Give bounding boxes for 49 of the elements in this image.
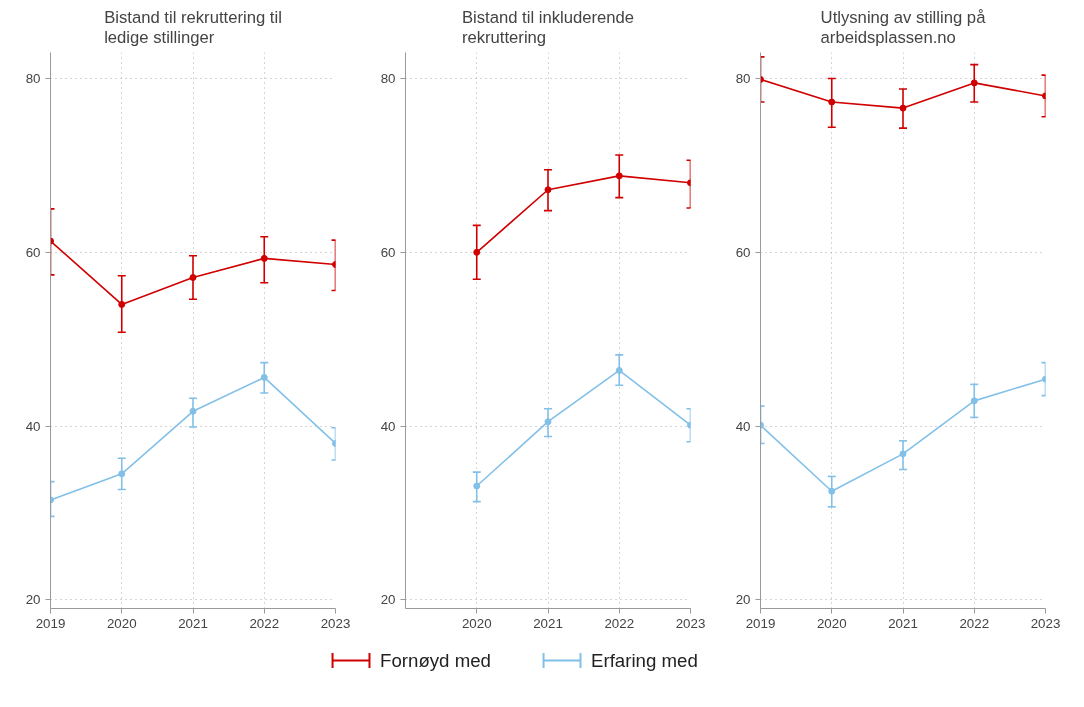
x-tick-label: 2020 bbox=[106, 615, 137, 631]
x-tick-label: 2019 bbox=[745, 615, 776, 631]
point bbox=[544, 186, 552, 194]
y-tick-label: 20 bbox=[380, 592, 396, 608]
point bbox=[189, 407, 197, 415]
point bbox=[828, 487, 836, 495]
y-tick-label: 40 bbox=[25, 418, 41, 434]
x-tick-label: 2023 bbox=[320, 615, 351, 631]
point bbox=[970, 79, 978, 87]
point bbox=[970, 397, 978, 405]
x-tick-label: 2021 bbox=[533, 615, 563, 631]
point bbox=[899, 104, 907, 112]
point bbox=[473, 248, 481, 256]
y-tick-label: 60 bbox=[25, 244, 41, 260]
x-tick-label: 2022 bbox=[249, 615, 280, 631]
x-tick-label: 2019 bbox=[35, 615, 66, 631]
legend-label: Fornøyd med bbox=[380, 650, 491, 671]
y-tick-label: 80 bbox=[380, 71, 396, 87]
point bbox=[260, 373, 268, 381]
chart-title: Bistand til rekruttering til ledige stillinger bbox=[104, 7, 282, 48]
point bbox=[899, 450, 907, 458]
point bbox=[615, 366, 623, 374]
x-tick-label: 2020 bbox=[461, 615, 492, 631]
y-tick-label: 40 bbox=[380, 418, 396, 434]
point bbox=[828, 98, 836, 106]
y-tick-label: 20 bbox=[735, 592, 751, 608]
y-tick-label: 80 bbox=[25, 71, 41, 87]
x-tick-label: 2023 bbox=[1030, 615, 1061, 631]
point bbox=[615, 172, 623, 180]
legend-label: Erfaring med bbox=[591, 650, 698, 671]
chart-title: Bistand til inkluderende rekruttering bbox=[461, 7, 635, 48]
chart-title: Utlysning av stilling på arbeidsplassen.no bbox=[820, 7, 987, 48]
y-tick-label: 20 bbox=[25, 592, 41, 608]
y-tick-label: 80 bbox=[735, 71, 751, 87]
point bbox=[260, 254, 268, 262]
y-tick-label: 60 bbox=[380, 244, 396, 260]
x-tick-label: 2023 bbox=[675, 615, 706, 631]
point bbox=[473, 482, 481, 490]
y-tick-label: 40 bbox=[735, 418, 751, 434]
point bbox=[118, 470, 126, 478]
point bbox=[189, 274, 197, 281]
x-tick-label: 2021 bbox=[178, 615, 208, 631]
x-tick-label: 2021 bbox=[888, 615, 918, 631]
point bbox=[544, 418, 552, 426]
x-tick-label: 2022 bbox=[959, 615, 990, 631]
y-tick-label: 60 bbox=[735, 244, 751, 260]
x-tick-label: 2020 bbox=[816, 615, 847, 631]
x-tick-label: 2022 bbox=[604, 615, 635, 631]
point bbox=[118, 300, 126, 308]
